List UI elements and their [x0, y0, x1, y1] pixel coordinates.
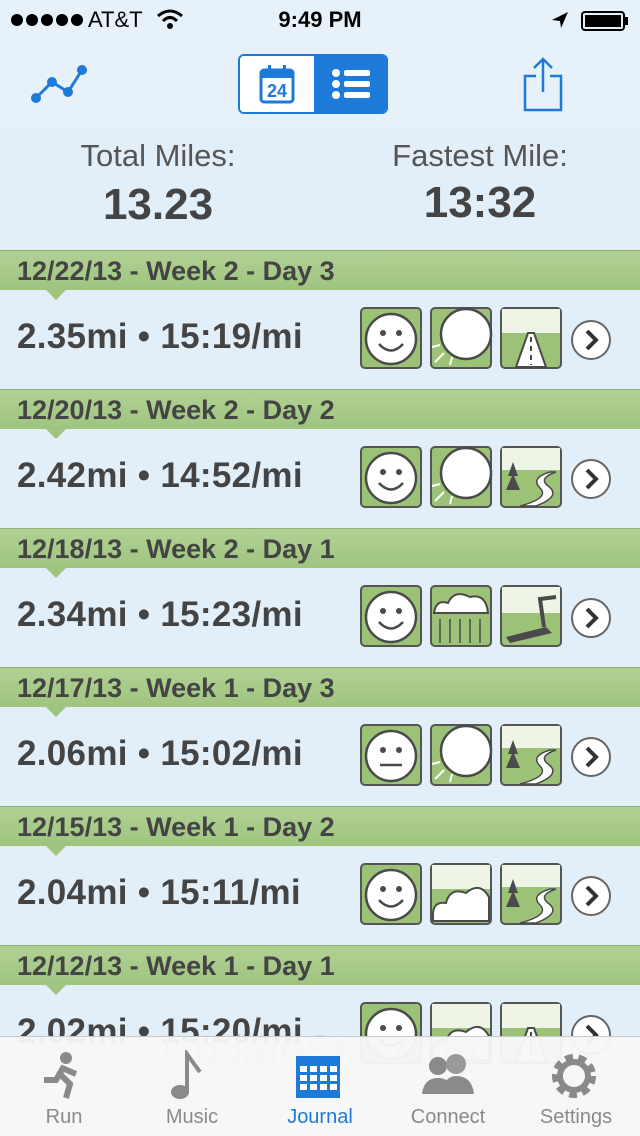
entry-icon: [430, 446, 493, 508]
wifi-icon: [157, 9, 183, 29]
entry-row[interactable]: 2.42mi • 14:52/mi: [0, 429, 640, 529]
entry-stats: 2.06mi • 15:02/mi: [17, 734, 303, 773]
header-pointer: [46, 429, 66, 439]
summary: Total Miles: 13.23 Fastest Mile: 13:32: [0, 128, 640, 248]
calendar-day: 24: [266, 81, 288, 101]
clock: 9:49 PM: [278, 7, 362, 32]
tab-icon: [296, 1056, 340, 1098]
total-value: 13.23: [102, 180, 214, 229]
entry-icon: [360, 585, 422, 647]
list-view-button[interactable]: [314, 56, 386, 112]
entry-icon: [360, 724, 422, 786]
date-header: 12/17/13 - Week 1 - Day 3: [0, 667, 640, 707]
disclosure-button[interactable]: [569, 318, 613, 362]
entry-icon: [430, 307, 493, 369]
date-header: 12/20/13 - Week 2 - Day 2: [0, 389, 640, 429]
header-pointer: [46, 846, 66, 856]
carrier: AT&T: [88, 7, 143, 32]
date-header: 12/15/13 - Week 1 - Day 2: [0, 806, 640, 846]
entry-icon: [360, 446, 422, 508]
share-button[interactable]: [522, 56, 566, 112]
entry-icon: [500, 446, 562, 508]
entry-icon: [500, 585, 562, 647]
tab-icon: [171, 1050, 202, 1099]
tab-label[interactable]: Music: [165, 1106, 219, 1128]
entry-icon: [430, 863, 492, 925]
entry-icon: [360, 863, 422, 925]
calendar-view-button[interactable]: 24: [240, 56, 314, 112]
status-bar: AT&T 9:49 PM: [0, 0, 640, 40]
entry-stats: 2.34mi • 15:23/mi: [17, 595, 303, 634]
tab-label[interactable]: Settings: [539, 1106, 613, 1128]
tab-icon: [44, 1052, 78, 1099]
entry-icon: [500, 863, 562, 925]
date-header: 12/22/13 - Week 2 - Day 3: [0, 250, 640, 290]
total-label: Total Miles:: [80, 138, 236, 173]
entry-icon: [500, 307, 562, 369]
entry-icon: [430, 585, 492, 647]
date-header: 12/18/13 - Week 2 - Day 1: [0, 528, 640, 568]
entry-stats: 2.35mi • 15:19/mi: [17, 317, 303, 356]
entry-row[interactable]: 2.04mi • 15:11/mi: [0, 846, 640, 946]
disclosure-button[interactable]: [569, 874, 613, 918]
header-pointer: [46, 985, 66, 995]
tab-label[interactable]: Journal: [287, 1106, 353, 1128]
tab-label[interactable]: Run: [45, 1106, 83, 1128]
view-toggle: 24: [238, 54, 388, 114]
tab-label[interactable]: Connect: [410, 1106, 486, 1128]
nav-bar: 24: [0, 40, 640, 128]
disclosure-button[interactable]: [569, 735, 613, 779]
fastest-value: 13:32: [423, 178, 537, 227]
entry-row[interactable]: 2.35mi • 15:19/mi: [0, 290, 640, 390]
entry-row[interactable]: 2.34mi • 15:23/mi: [0, 568, 640, 668]
battery-icon: [552, 11, 628, 31]
tab-icon: [552, 1054, 596, 1098]
disclosure-button[interactable]: [569, 457, 613, 501]
calendar-icon: [259, 65, 295, 104]
header-pointer: [46, 707, 66, 717]
list-icon: [332, 69, 370, 99]
entry-icon: [430, 724, 493, 786]
fastest-label: Fastest Mile:: [392, 138, 568, 173]
disclosure-button[interactable]: [569, 596, 613, 640]
chart-button[interactable]: [30, 62, 88, 104]
signal-icon: [11, 14, 83, 26]
header-pointer: [46, 568, 66, 578]
date-header: 12/12/13 - Week 1 - Day 1: [0, 945, 640, 985]
entry-row[interactable]: 2.06mi • 15:02/mi: [0, 707, 640, 807]
tab-icon: [422, 1054, 474, 1094]
entry-stats: 2.04mi • 15:11/mi: [17, 873, 301, 912]
entry-icon: [500, 724, 562, 786]
entry-icon: [360, 307, 422, 369]
entry-stats: 2.42mi • 14:52/mi: [17, 456, 303, 495]
header-pointer: [46, 290, 66, 300]
